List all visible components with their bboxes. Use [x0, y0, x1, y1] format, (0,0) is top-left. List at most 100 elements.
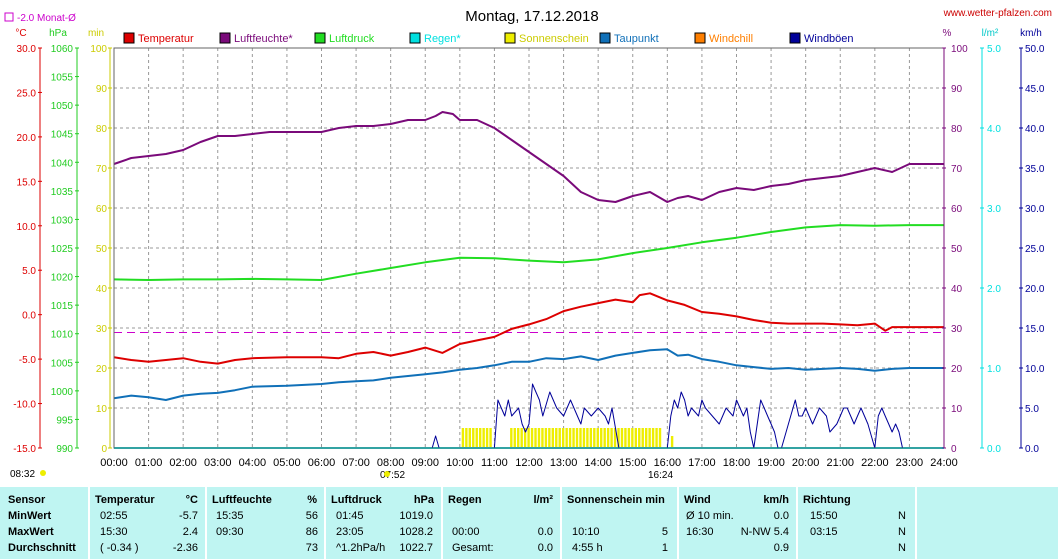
sunrise-sun-icon — [384, 471, 390, 477]
pressure-axis-label: 1015 — [51, 301, 74, 312]
stat-wind-time: 16:30 — [686, 526, 714, 538]
monthly-avg-marker-icon — [4, 12, 14, 22]
table-divider — [560, 487, 562, 559]
sunshine-axis-label: 0 — [101, 444, 107, 455]
stat-sun-val: 1 — [661, 542, 668, 554]
pressure-axis-label: 1055 — [51, 73, 74, 84]
sunshine-axis-label: 10 — [96, 404, 108, 415]
sunshine-bar — [613, 428, 617, 448]
sunshine-bar — [651, 428, 655, 448]
humidity-axis-label: 50 — [951, 244, 963, 255]
sunshine-axis-label: 40 — [96, 284, 108, 295]
website-link[interactable]: www.wetter-pfalzen.com — [943, 8, 1052, 19]
sunrise-label: 07:52 — [380, 470, 405, 481]
stat-wind-val: 0.0 — [773, 510, 789, 522]
stat-sun-time: 4:55 h — [572, 542, 603, 554]
header-direction: Richtung — [803, 494, 851, 506]
x-axis-label: 11:00 — [481, 457, 508, 469]
sunshine-axis-label: 20 — [96, 364, 108, 375]
pressure-axis-label: 1045 — [51, 130, 74, 141]
header-rain: Regen — [448, 494, 482, 506]
legend-label: Taupunkt — [614, 33, 659, 45]
header-sensor: Sensor — [8, 494, 46, 506]
sunshine-bar — [572, 428, 575, 448]
sunshine-bar — [641, 428, 644, 448]
temp-axis-label: 25.0 — [17, 88, 37, 99]
humidity-axis-label: 70 — [951, 164, 963, 175]
x-axis-label: 21:00 — [826, 457, 854, 469]
stat-rain-val: 0.0 — [537, 526, 553, 538]
series-line-luftdruck — [113, 224, 944, 281]
table-divider — [88, 487, 90, 559]
humidity-axis-label: 40 — [951, 284, 963, 295]
temp-axis-label: -15.0 — [13, 444, 36, 455]
header-pressure-unit: hPa — [413, 494, 434, 506]
pressure-axis-label: 1000 — [51, 387, 74, 398]
sunshine-bar — [565, 428, 568, 448]
legend-swatch — [219, 32, 231, 44]
legend-label: Sonnenschein — [519, 33, 589, 45]
pressure-axis-label: 1025 — [51, 244, 74, 255]
monthly-avg-label: -2.0 Monat-Ø — [17, 13, 76, 24]
wind-axis-label: 0.0 — [1025, 444, 1039, 455]
legend-label: Windböen — [804, 33, 854, 45]
sunshine-bar — [596, 428, 599, 448]
legend-label: Luftfeuchte* — [234, 33, 293, 45]
x-axis-label: 15:00 — [619, 457, 647, 469]
stat-press-time: 01:45 — [336, 510, 364, 522]
sunshine-bar — [548, 428, 551, 448]
sunshine-bar — [510, 428, 513, 448]
stat-hum-time: 15:35 — [216, 510, 244, 522]
stat-hum-val: 86 — [305, 526, 318, 538]
statistics-table: Sensor Temperatur °C Luftfeuchte % Luftd… — [0, 487, 1058, 559]
legend-swatch — [504, 32, 516, 44]
stat-temp-val: 2.4 — [182, 526, 198, 538]
sunshine-bar — [537, 428, 541, 448]
stat-temp-val: -5.7 — [179, 510, 198, 522]
header-sunshine: Sonnenschein min — [567, 494, 665, 506]
sunshine-bar — [472, 428, 475, 448]
header-temperature: Temperatur — [95, 494, 155, 506]
sunshine-bar — [465, 428, 468, 448]
unit-min: min — [88, 28, 104, 39]
stat-temp-time: 02:55 — [100, 510, 128, 522]
sunshine-axis-label: 90 — [96, 84, 108, 95]
stat-dir-time: 15:50 — [810, 510, 838, 522]
sunshine-bar — [475, 428, 478, 448]
header-humidity-unit: % — [307, 494, 317, 506]
sunshine-bar — [582, 428, 586, 448]
wind-axis-label: 25.0 — [1025, 244, 1045, 255]
sunshine-bar — [568, 428, 572, 448]
humidity-axis-label: 80 — [951, 124, 963, 135]
wind-axis-label: 35.0 — [1025, 164, 1045, 175]
stat-press-val: 1022.7 — [399, 542, 433, 554]
header-wind: Wind — [684, 494, 711, 506]
sunshine-bar — [603, 428, 606, 448]
humidity-axis-label: 60 — [951, 204, 963, 215]
rain-axis-label: 3.0 — [987, 204, 1001, 215]
temp-axis-label: 10.0 — [17, 222, 37, 233]
x-axis-label: 24:00 — [930, 457, 958, 469]
stat-sun-val: 5 — [661, 526, 668, 538]
stat-wind-val: 0.9 — [773, 542, 789, 554]
weather-chart: 30.0 25.0 20.0 15.0 10.0 5.0 0.0 -5.0 -10.0 -15.0… — [4, 8, 1052, 481]
series-line-taupunkt — [113, 348, 944, 401]
sunshine-bar — [634, 428, 638, 448]
sunshine-bar — [485, 428, 489, 448]
temp-axis-label: 20.0 — [17, 133, 37, 144]
x-axis-label: 07:00 — [342, 457, 370, 469]
sunshine-bar — [631, 428, 634, 448]
sunshine-bar — [520, 428, 523, 448]
x-axis-label: 12:00 — [515, 457, 543, 469]
sunshine-bar — [627, 428, 631, 448]
stat-rain-val: 0.0 — [537, 542, 553, 554]
legend-swatch — [123, 32, 135, 44]
stat-hum-val: 56 — [305, 510, 318, 522]
chart-header: Montag, 17.12.2018 www.wetter-pfalzen.co… — [4, 8, 1052, 481]
unit-hpa: hPa — [49, 28, 67, 39]
header-humidity: Luftfeuchte — [212, 494, 272, 506]
x-axis-label: 04:00 — [239, 457, 267, 469]
stat-hum-time: 09:30 — [216, 526, 244, 538]
humidity-axis-label: 10 — [951, 404, 963, 415]
x-axis-label: 01:00 — [135, 457, 163, 469]
